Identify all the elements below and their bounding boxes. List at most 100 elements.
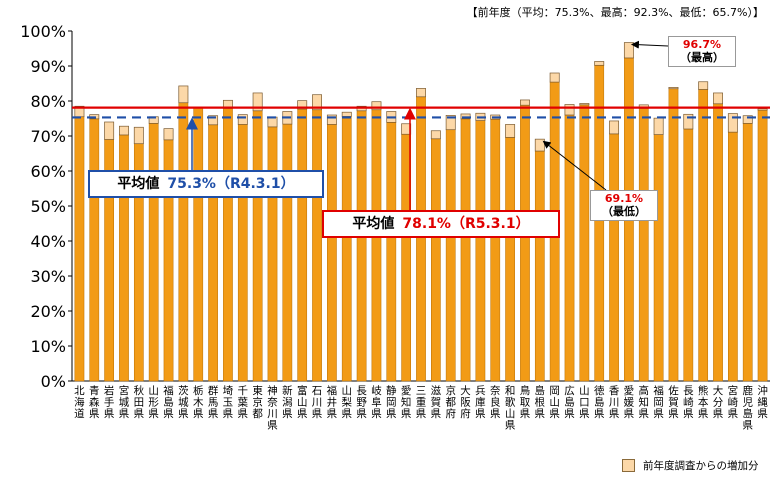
x-tick-label: 福岡県 [653,384,664,420]
current-average-value: 78.1%（R5.3.1） [402,216,530,232]
x-tick-label: 鹿児島県 [742,384,753,432]
bar-previous-year [653,134,664,382]
bar-previous-year [594,65,605,382]
bar-previous-year [193,107,204,382]
bar-increase [237,114,248,125]
bar-previous-year [564,114,575,382]
x-tick-label: 新潟県 [282,384,293,420]
y-tick-label: 20% [30,302,66,321]
bar-previous-year [252,110,263,382]
bar-previous-year [490,118,501,382]
bar-increase [653,117,664,135]
x-tick-label: 和歌山県 [505,385,516,432]
bar-previous-year [520,104,530,382]
bar-increase [163,128,174,141]
bar-increase [341,111,352,117]
bar-increase [594,61,605,66]
bar-previous-year [327,124,337,382]
bar-increase [104,121,115,140]
bar-previous-year [668,88,679,382]
bar-increase [623,42,634,59]
previous-year-summary: 【前年度（平均：75.3%、最高：92.3%、最低：65.7%）】 [466,6,764,19]
bar-increase [252,92,263,112]
bar-previous-year [757,109,768,382]
bar-previous-year [698,89,709,382]
bar-previous-year [609,133,619,382]
bar-increase [683,113,694,130]
bar-previous-year [430,138,441,382]
x-tick-label: 大分県 [713,384,724,420]
x-tick-label: 三重県 [416,385,427,420]
x-tick-label: 東京都 [252,384,263,420]
bar-previous-year [386,122,397,382]
x-tick-label: 宮崎県 [728,384,739,420]
legend: 前年度調査からの増加分 [622,458,759,473]
x-tick-label: 広島県 [564,384,575,420]
bar-previous-year [237,124,248,382]
y-tick-label: 90% [30,57,66,76]
bar-increase [520,99,530,106]
bar-increase [401,123,412,135]
x-tick-label: 群馬県 [208,384,219,420]
x-tick-label: 栃木県 [193,384,204,420]
y-tick-label: 100% [20,22,66,41]
x-tick-label: 埼玉県 [223,384,234,420]
bar-previous-year [579,104,590,382]
x-tick-label: 兵庫県 [475,384,486,420]
bar-previous-year [312,109,322,382]
x-tick-label: 長崎県 [683,385,694,420]
max-callout: 96.7% （最高） [668,36,736,67]
min-label: （最低） [602,205,646,218]
bar-previous-year [416,96,426,382]
bar-previous-year [282,123,293,382]
max-arrow [630,40,669,49]
x-tick-label: 島根県 [535,384,546,420]
x-tick-label: 高知県 [639,384,650,420]
bar-previous-year [223,108,233,382]
bar-previous-year [89,118,100,382]
bar-increase [742,115,753,124]
y-tick-label: 30% [30,267,66,286]
x-tick-label: 千葉県 [238,385,249,420]
x-tick-label: 山口県 [579,385,590,420]
bar-previous-year [534,150,545,382]
bar-previous-year [208,124,218,382]
y-tick-label: 40% [30,232,66,251]
bar-increase [505,124,516,138]
bar-increase [534,138,545,152]
x-tick-label: 山梨県 [341,385,352,420]
x-tick-label: 静岡県 [386,384,397,420]
legend-label-increase: 前年度調査からの増加分 [643,460,759,472]
bar-previous-year [74,116,85,382]
x-tick-label: 沖縄県 [757,384,768,420]
x-tick-label: 香川県 [609,385,620,420]
bar-increase [549,72,560,83]
bar-increase [430,130,441,140]
bar-increase [371,101,382,111]
bar-increase [119,125,129,136]
bar-previous-year [297,108,308,382]
bar-increase [297,100,308,110]
bar-previous-year [445,129,456,382]
bar-previous-year [460,118,471,382]
current-average-callout: 平均値 78.1%（R5.3.1） [322,210,560,238]
bar-increase [698,81,709,90]
x-tick-label: 愛媛県 [624,384,635,420]
x-tick-label: 佐賀県 [668,384,679,420]
bar-increase [445,114,456,131]
x-tick-label: 富山県 [297,384,308,420]
x-tick-label: 北海道 [74,385,85,420]
bar-increase [416,88,426,98]
x-tick-label: 山形県 [148,385,159,420]
bar-increase [267,116,278,128]
previous-average-label: 平均値 [117,176,160,192]
y-tick-label: 70% [30,127,66,146]
x-tick-label: 熊本県 [698,384,709,420]
y-tick-label: 60% [30,162,66,181]
current-average-label: 平均値 [352,216,395,232]
min-value: 69.1% [604,192,644,205]
x-tick-label: 京都府 [445,384,456,420]
bar-increase [208,115,219,126]
x-tick-label: 茨城県 [178,384,189,420]
